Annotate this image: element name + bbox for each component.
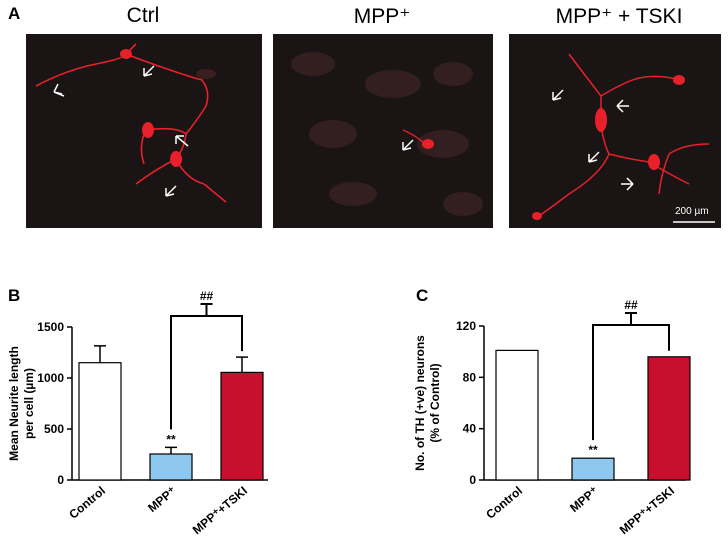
- y-tick-label: 0: [57, 473, 64, 487]
- significance-mark: **: [588, 443, 598, 457]
- panel-letter-c: C: [416, 286, 429, 305]
- y-tick-label: 120: [456, 319, 476, 333]
- bar: [149, 453, 193, 481]
- category-label: MPP⁺+TSKI: [190, 484, 250, 538]
- bar: [495, 349, 539, 481]
- y-tick-label: 500: [44, 422, 64, 436]
- y-axis-label: No. of TH (+ve) neurons(% of Control): [413, 335, 442, 471]
- micrograph-title-mpp-tski: MPP⁺ + TSKI: [555, 5, 683, 28]
- y-tick-label: 40: [463, 422, 477, 436]
- micrograph-ctrl: [26, 34, 262, 228]
- y-tick-label: 0: [469, 473, 476, 487]
- scale-bar-label: 200 µm: [675, 206, 709, 217]
- significance-mark: **: [166, 432, 176, 446]
- category-label: Control: [483, 484, 525, 522]
- bar: [220, 371, 264, 481]
- y-axis-label: Mean Neurite lengthper cell (µm): [7, 346, 36, 461]
- bar: [78, 362, 122, 481]
- bar: [647, 356, 691, 481]
- arrow-icon: [53, 83, 65, 97]
- micrograph-title-mpp: MPP⁺: [353, 5, 411, 28]
- significance-mark: ##: [624, 298, 638, 312]
- y-tick-label: 80: [463, 370, 477, 384]
- micrograph-mpp: [273, 34, 493, 228]
- chart-c: 0 40 80 120 No. of TH (+ve) neurons(% of Con…: [413, 298, 691, 538]
- micrograph-mpp-tski: 200 µm: [509, 34, 721, 228]
- panel-letter-a: A: [8, 4, 21, 23]
- category-label: MPP⁺+TSKI: [617, 484, 677, 538]
- category-label: Control: [66, 484, 108, 522]
- y-tick-label: 1000: [37, 371, 64, 385]
- y-tick-label: 1500: [37, 320, 64, 334]
- micrograph-title-ctrl: Ctrl: [126, 4, 160, 27]
- category-label: MPP⁺: [567, 484, 601, 516]
- category-label: MPP⁺: [145, 484, 179, 516]
- significance-mark: ##: [200, 289, 214, 303]
- bar: [571, 457, 615, 481]
- panel-letter-b: B: [8, 286, 21, 305]
